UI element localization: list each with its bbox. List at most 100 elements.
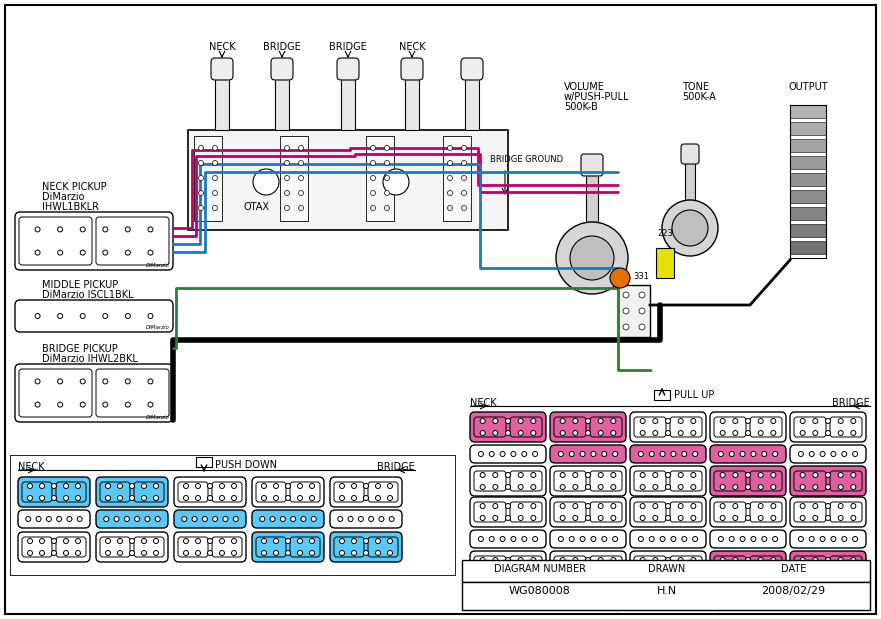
- FancyBboxPatch shape: [15, 212, 173, 270]
- Circle shape: [586, 472, 590, 477]
- Circle shape: [35, 250, 40, 255]
- Circle shape: [612, 451, 618, 456]
- FancyBboxPatch shape: [714, 502, 746, 522]
- Text: BRIDGE: BRIDGE: [329, 42, 366, 52]
- FancyBboxPatch shape: [550, 530, 626, 548]
- Circle shape: [678, 558, 683, 563]
- Circle shape: [27, 539, 33, 543]
- Circle shape: [196, 483, 201, 488]
- FancyBboxPatch shape: [830, 471, 862, 491]
- Circle shape: [591, 537, 596, 542]
- Circle shape: [480, 472, 485, 477]
- Circle shape: [838, 516, 843, 521]
- Circle shape: [559, 451, 563, 456]
- FancyBboxPatch shape: [554, 556, 586, 576]
- Circle shape: [853, 537, 857, 542]
- Circle shape: [733, 569, 737, 574]
- Text: DiMarzio: DiMarzio: [42, 192, 85, 202]
- FancyBboxPatch shape: [56, 482, 86, 502]
- FancyBboxPatch shape: [510, 556, 542, 576]
- Circle shape: [462, 176, 467, 181]
- Circle shape: [745, 418, 751, 423]
- Circle shape: [733, 418, 737, 423]
- Circle shape: [640, 569, 645, 574]
- Circle shape: [825, 569, 831, 574]
- FancyBboxPatch shape: [96, 510, 168, 528]
- Circle shape: [771, 430, 776, 436]
- FancyBboxPatch shape: [474, 556, 506, 576]
- FancyBboxPatch shape: [590, 417, 622, 437]
- Text: BRIDGE PICKUP: BRIDGE PICKUP: [42, 344, 118, 354]
- Circle shape: [611, 472, 616, 477]
- Circle shape: [720, 485, 725, 490]
- Circle shape: [745, 485, 751, 490]
- Circle shape: [682, 451, 687, 456]
- Circle shape: [462, 206, 467, 210]
- FancyBboxPatch shape: [750, 417, 782, 437]
- Circle shape: [813, 503, 818, 508]
- Circle shape: [384, 191, 389, 196]
- Circle shape: [771, 503, 776, 508]
- FancyBboxPatch shape: [710, 497, 786, 527]
- Circle shape: [270, 516, 275, 521]
- FancyBboxPatch shape: [174, 477, 246, 507]
- FancyBboxPatch shape: [634, 502, 666, 522]
- Circle shape: [692, 537, 698, 542]
- Circle shape: [375, 483, 381, 488]
- Circle shape: [771, 418, 776, 423]
- Circle shape: [57, 402, 63, 407]
- FancyBboxPatch shape: [590, 556, 622, 576]
- Circle shape: [612, 537, 618, 542]
- Circle shape: [531, 569, 536, 574]
- Circle shape: [533, 451, 537, 456]
- FancyBboxPatch shape: [290, 537, 320, 557]
- Circle shape: [125, 379, 130, 384]
- Circle shape: [212, 516, 218, 521]
- FancyBboxPatch shape: [550, 497, 626, 527]
- Circle shape: [660, 451, 665, 456]
- Circle shape: [798, 537, 803, 542]
- FancyBboxPatch shape: [714, 471, 746, 491]
- Circle shape: [480, 430, 485, 436]
- Text: DIAGRAM NUMBER: DIAGRAM NUMBER: [493, 564, 586, 574]
- Circle shape: [813, 418, 818, 423]
- FancyBboxPatch shape: [830, 556, 862, 576]
- Circle shape: [733, 516, 737, 521]
- Circle shape: [825, 485, 831, 490]
- Circle shape: [692, 451, 698, 456]
- FancyBboxPatch shape: [670, 471, 702, 491]
- Circle shape: [492, 472, 498, 477]
- FancyBboxPatch shape: [174, 532, 246, 562]
- Circle shape: [478, 537, 484, 542]
- Circle shape: [518, 503, 523, 508]
- Circle shape: [181, 516, 187, 521]
- Circle shape: [40, 550, 45, 555]
- Circle shape: [339, 483, 344, 488]
- Circle shape: [35, 402, 40, 407]
- Circle shape: [103, 402, 107, 407]
- Circle shape: [639, 324, 645, 330]
- Circle shape: [260, 516, 265, 521]
- FancyBboxPatch shape: [474, 471, 506, 491]
- Circle shape: [598, 418, 603, 423]
- Circle shape: [57, 313, 63, 319]
- Circle shape: [384, 160, 389, 165]
- Circle shape: [352, 483, 357, 488]
- Circle shape: [759, 569, 763, 574]
- Bar: [366, 136, 394, 221]
- Circle shape: [518, 472, 523, 477]
- Circle shape: [219, 539, 225, 543]
- Circle shape: [40, 539, 45, 543]
- Circle shape: [598, 485, 603, 490]
- Circle shape: [813, 430, 818, 436]
- Circle shape: [352, 495, 357, 501]
- FancyBboxPatch shape: [368, 482, 398, 502]
- Circle shape: [106, 550, 110, 555]
- Circle shape: [253, 169, 279, 195]
- Circle shape: [299, 145, 303, 150]
- FancyBboxPatch shape: [554, 417, 586, 437]
- Circle shape: [125, 402, 130, 407]
- Circle shape: [586, 569, 590, 574]
- Circle shape: [800, 485, 805, 490]
- Circle shape: [598, 558, 603, 563]
